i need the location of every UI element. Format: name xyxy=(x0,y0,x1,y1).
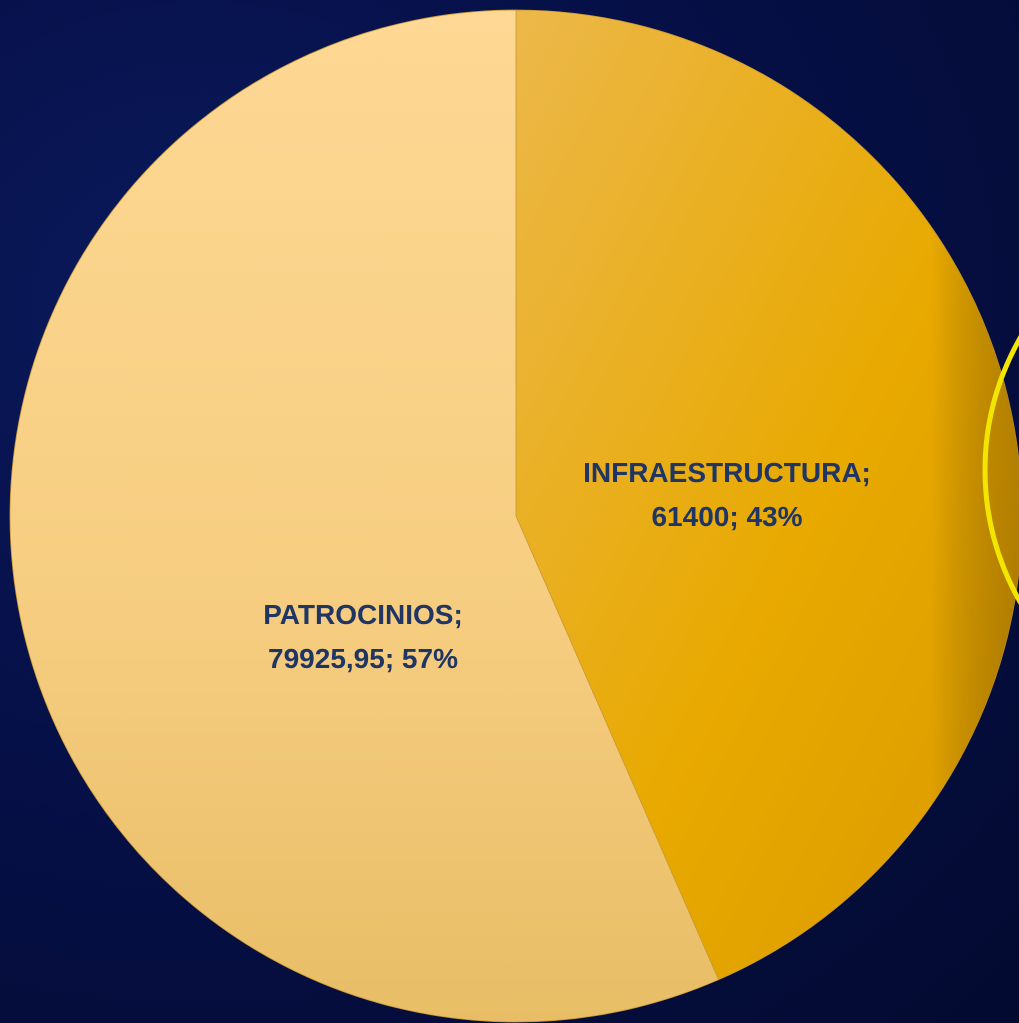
pie-slices xyxy=(9,9,1019,1023)
slice-shading xyxy=(516,10,1019,980)
data-label-line: 79925,95; 57% xyxy=(268,643,458,674)
pie-slice-patrocinios xyxy=(9,9,720,1023)
data-label-patrocinios: PATROCINIOS; 79925,95; 57% xyxy=(263,599,463,674)
data-label-line: INFRAESTRUCTURA; xyxy=(583,457,871,488)
data-label-line: 61400; 43% xyxy=(651,501,802,532)
pie-data-labels: INFRAESTRUCTURA; 61400; 43% PATROCINIOS; 79… xyxy=(263,457,871,674)
data-label-line: PATROCINIOS; xyxy=(263,599,463,630)
decorative-ring xyxy=(982,335,1019,605)
data-label-infraestructura: INFRAESTRUCTURA; 61400; 43% xyxy=(583,457,871,532)
